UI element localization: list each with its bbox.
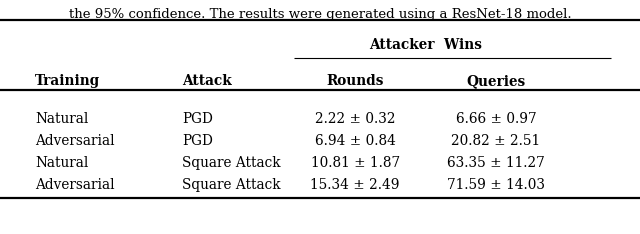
Text: Rounds: Rounds — [326, 74, 384, 88]
Text: 15.34 ± 2.49: 15.34 ± 2.49 — [310, 178, 400, 192]
Text: Adversarial: Adversarial — [35, 178, 115, 192]
Text: Training: Training — [35, 74, 100, 88]
Text: 63.35 ± 11.27: 63.35 ± 11.27 — [447, 156, 545, 170]
Text: PGD: PGD — [182, 134, 213, 148]
Text: 2.22 ± 0.32: 2.22 ± 0.32 — [315, 112, 396, 126]
Text: 6.66 ± 0.97: 6.66 ± 0.97 — [456, 112, 536, 126]
Text: the 95% confidence. The results were generated using a ResNet-18 model.: the 95% confidence. The results were gen… — [68, 8, 572, 21]
Text: Adversarial: Adversarial — [35, 134, 115, 148]
Text: Queries: Queries — [467, 74, 525, 88]
Text: Attacker  Wins: Attacker Wins — [369, 38, 482, 52]
Text: Square Attack: Square Attack — [182, 178, 281, 192]
Text: 10.81 ± 1.87: 10.81 ± 1.87 — [310, 156, 400, 170]
Text: Natural: Natural — [35, 112, 88, 126]
Text: 6.94 ± 0.84: 6.94 ± 0.84 — [315, 134, 396, 148]
Text: Square Attack: Square Attack — [182, 156, 281, 170]
Text: 71.59 ± 14.03: 71.59 ± 14.03 — [447, 178, 545, 192]
Text: PGD: PGD — [182, 112, 213, 126]
Text: Attack: Attack — [182, 74, 232, 88]
Text: 20.82 ± 2.51: 20.82 ± 2.51 — [451, 134, 541, 148]
Text: Natural: Natural — [35, 156, 88, 170]
